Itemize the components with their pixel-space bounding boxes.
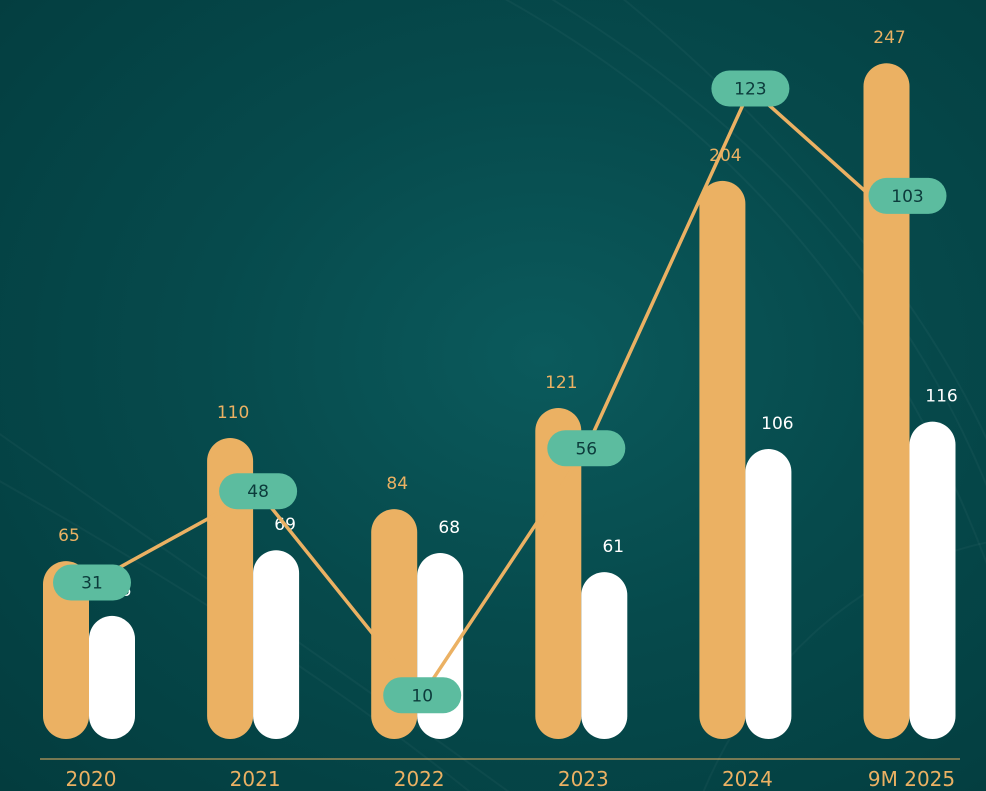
line-series-labels: 31 48 10 56 123 103 (53, 70, 947, 714)
x-tick-label: 2023 (558, 767, 609, 791)
line-point-label: 56 (575, 439, 597, 459)
data-label-series-b: 61 (602, 537, 624, 557)
data-label-series-a: 247 (873, 28, 905, 48)
line-point-pill (547, 430, 626, 467)
line-point-pill (53, 564, 131, 601)
data-label-series-a: 121 (545, 373, 577, 393)
x-tick-label: 2022 (394, 767, 445, 791)
data-label-series-a: 65 (58, 526, 80, 546)
line-point-pill (868, 177, 947, 214)
series-a-labels: 65 110 84 121 204 247 (58, 28, 906, 546)
line-point-pill (383, 677, 462, 714)
line-point-label: 10 (411, 686, 433, 706)
line-point-label: 48 (247, 482, 269, 502)
data-label-series-b: 106 (761, 414, 793, 434)
series-b-bars (89, 421, 956, 739)
bar-series-b (581, 572, 628, 739)
bar-series-b (745, 448, 792, 739)
data-label-series-a: 84 (386, 474, 408, 494)
x-tick-label: 2024 (722, 767, 773, 791)
bar-series-b (253, 550, 300, 739)
data-label-series-b: 116 (925, 387, 957, 407)
line-point-label: 123 (734, 79, 766, 99)
bar-series-a (863, 63, 910, 739)
line-point-label: 31 (81, 574, 103, 594)
x-tick-label: 9M 2025 (868, 767, 955, 791)
bar-series-a (535, 407, 582, 739)
bar-series-a (699, 180, 746, 739)
bar-series-b (909, 421, 956, 739)
data-label-series-a: 110 (217, 403, 249, 423)
data-label-series-a: 204 (709, 146, 741, 166)
x-tick-label: 2020 (66, 767, 117, 791)
x-axis: 2020 2021 2022 2023 2024 9M 2025 (40, 758, 960, 791)
x-tick-label: 2021 (230, 767, 281, 791)
bar-series-b (89, 615, 135, 739)
line-point-label: 103 (891, 187, 923, 207)
bar-series-a (43, 561, 89, 739)
line-point-pill (711, 70, 790, 107)
line-point-pill (219, 473, 298, 510)
data-label-series-b: 68 (438, 518, 460, 538)
